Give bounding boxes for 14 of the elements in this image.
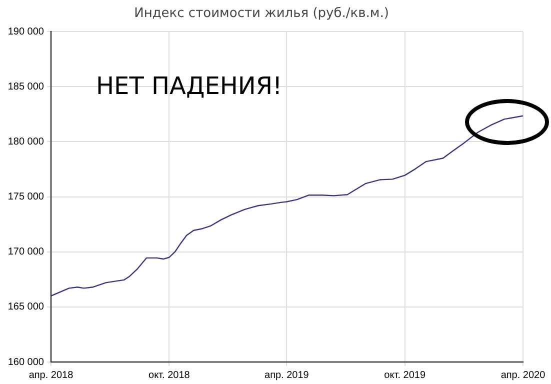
annotation: НЕТ ПАДЕНИЯ! bbox=[96, 72, 282, 100]
x-tick-label: окт. 2019 bbox=[384, 370, 426, 381]
y-tick-label: 170 000 bbox=[8, 246, 44, 258]
x-tick-label: апр. 2020 bbox=[500, 370, 546, 381]
y-tick-label: 175 000 bbox=[8, 192, 44, 203]
x-tick-label: апр. 2019 bbox=[264, 370, 310, 381]
y-tick-label: 160 000 bbox=[8, 356, 44, 368]
x-tick-label: апр. 2018 bbox=[28, 370, 74, 381]
y-tick-label: 180 000 bbox=[8, 136, 44, 148]
y-tick-label: 165 000 bbox=[8, 302, 44, 313]
x-tick-label: окт. 2018 bbox=[148, 370, 190, 381]
chart-title: Индекс стоимости жилья (руб./кв.м.) bbox=[134, 6, 389, 22]
y-tick-label: 190 000 bbox=[8, 26, 44, 38]
y-tick-label: 185 000 bbox=[8, 81, 44, 92]
